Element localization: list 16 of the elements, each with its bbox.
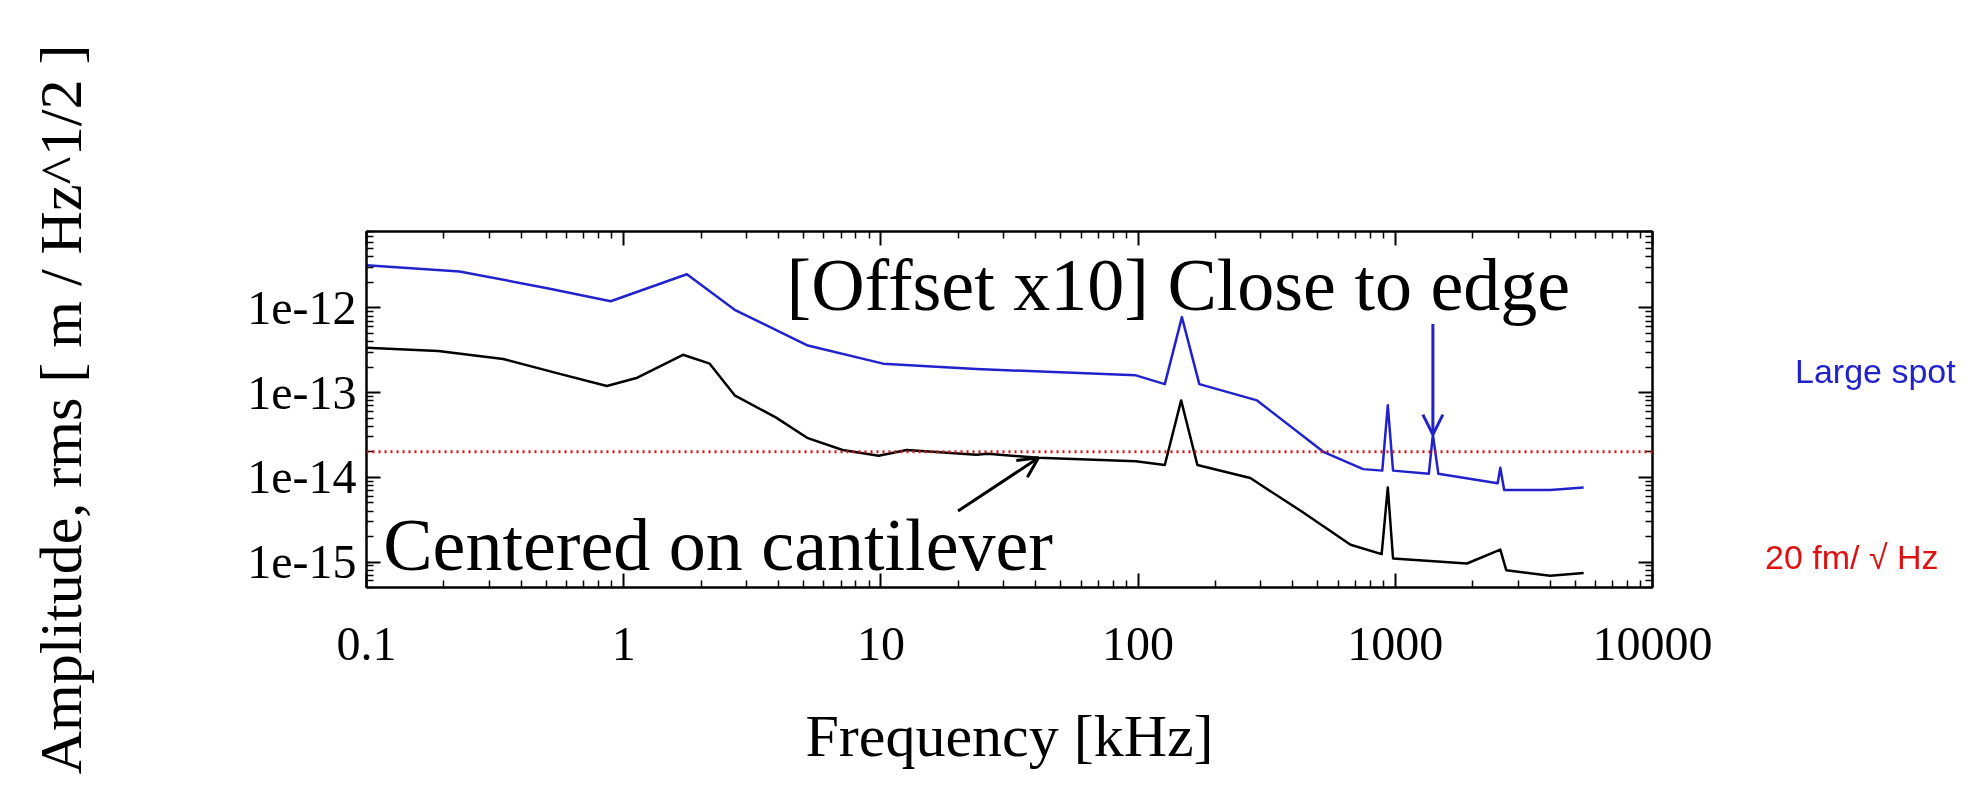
ref-line-label: 20 fm/ √ Hz xyxy=(1765,537,1939,577)
text: Large spot xyxy=(1795,351,1956,391)
x-tick-label: 10000 xyxy=(1592,616,1713,670)
y-tick-label: 1e-12 xyxy=(247,280,357,334)
x-tick-label: 0.1 xyxy=(336,616,397,670)
y-tick-label: 1e-13 xyxy=(247,365,357,419)
annotation: Centered on cantilever xyxy=(383,503,1054,586)
x-tick-label: 1 xyxy=(611,616,636,670)
y-tick-label: 1e-15 xyxy=(247,535,357,589)
y-axis-title: Amplitude, rms [ m / Hz^1/2 ] xyxy=(28,44,95,775)
x-tick-label: 100 xyxy=(1102,616,1175,670)
annotation: [Offset x10] Close to edge xyxy=(786,243,1571,326)
x-tick-label: 10 xyxy=(856,616,905,670)
x-tick-label: 1000 xyxy=(1347,616,1444,670)
x-axis-title: Frequency [kHz] xyxy=(805,702,1214,769)
y-tick-label: 1e-14 xyxy=(247,450,357,504)
